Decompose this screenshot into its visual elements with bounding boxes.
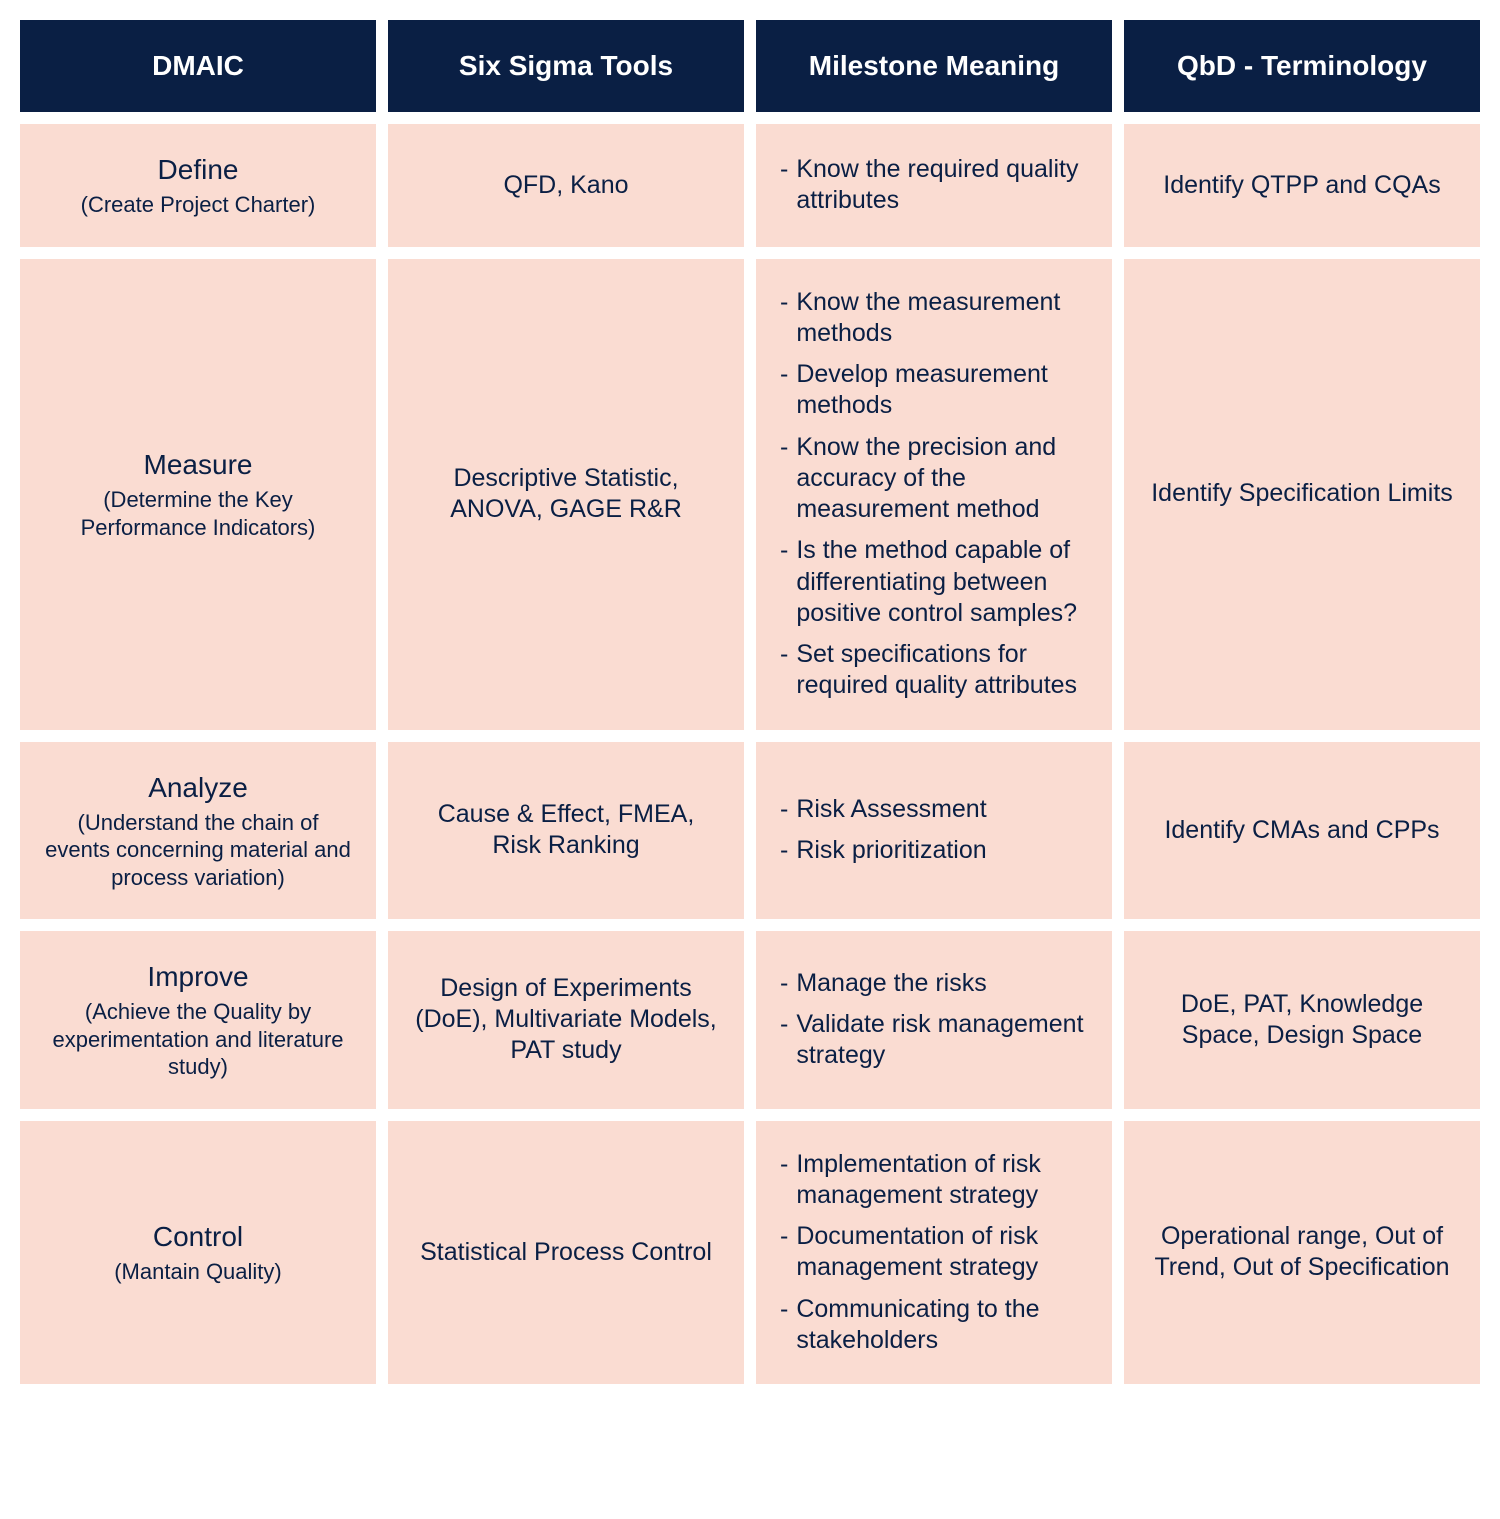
cell-milestone: -Risk Assessment -Risk prioritization [756, 742, 1112, 920]
dmaic-title: Improve [147, 959, 248, 994]
column-header-tools: Six Sigma Tools [388, 20, 744, 112]
cell-dmaic: Analyze (Understand the chain of events … [20, 742, 376, 920]
milestone-item: -Know the measurement methods [780, 287, 1088, 350]
milestone-list: -Manage the risks -Validate risk managem… [780, 968, 1088, 1072]
cell-tools: Descriptive Statistic, ANOVA, GAGE R&R [388, 259, 744, 730]
milestone-item: -Develop measurement methods [780, 359, 1088, 422]
milestone-list: -Know the measurement methods -Develop m… [780, 287, 1088, 702]
milestone-list: -Know the required quality attributes [780, 154, 1088, 217]
dmaic-title: Analyze [148, 770, 248, 805]
cell-milestone: -Know the required quality attributes [756, 124, 1112, 247]
cell-milestone: -Manage the risks -Validate risk managem… [756, 931, 1112, 1109]
dmaic-subtitle: (Determine the Key Performance Indicator… [44, 486, 352, 541]
dmaic-subtitle: (Create Project Charter) [81, 191, 316, 219]
cell-qbd: Identify QTPP and CQAs [1124, 124, 1480, 247]
milestone-item: -Know the precision and accuracy of the … [780, 432, 1088, 526]
dmaic-table: DMAIC Six Sigma Tools Milestone Meaning … [20, 20, 1480, 1384]
dmaic-title: Measure [144, 447, 253, 482]
milestone-item: -Is the method capable of differentiatin… [780, 535, 1088, 629]
milestone-list: -Implementation of risk management strat… [780, 1149, 1088, 1357]
dmaic-title: Define [158, 152, 239, 187]
dmaic-subtitle: (Understand the chain of events concerni… [44, 809, 352, 892]
milestone-item: -Validate risk management strategy [780, 1009, 1088, 1072]
cell-tools: QFD, Kano [388, 124, 744, 247]
cell-milestone: -Implementation of risk management strat… [756, 1121, 1112, 1385]
milestone-item: -Risk Assessment [780, 794, 1088, 825]
cell-qbd: DoE, PAT, Knowledge Space, Design Space [1124, 931, 1480, 1109]
dmaic-subtitle: (Mantain Quality) [114, 1258, 282, 1286]
milestone-item: -Manage the risks [780, 968, 1088, 999]
dmaic-title: Control [153, 1219, 243, 1254]
milestone-item: -Documentation of risk management strate… [780, 1221, 1088, 1284]
milestone-item: -Set specifications for required quality… [780, 639, 1088, 702]
cell-dmaic: Control (Mantain Quality) [20, 1121, 376, 1385]
cell-dmaic: Define (Create Project Charter) [20, 124, 376, 247]
cell-qbd: Operational range, Out of Trend, Out of … [1124, 1121, 1480, 1385]
cell-tools: Cause & Effect, FMEA, Risk Ranking [388, 742, 744, 920]
dmaic-subtitle: (Achieve the Quality by experimentation … [44, 998, 352, 1081]
cell-dmaic: Improve (Achieve the Quality by experime… [20, 931, 376, 1109]
milestone-list: -Risk Assessment -Risk prioritization [780, 794, 1088, 867]
cell-qbd: Identify CMAs and CPPs [1124, 742, 1480, 920]
milestone-item: -Communicating to the stakeholders [780, 1294, 1088, 1357]
cell-tools: Design of Experiments (DoE), Multivariat… [388, 931, 744, 1109]
milestone-item: -Implementation of risk management strat… [780, 1149, 1088, 1212]
milestone-item: -Know the required quality attributes [780, 154, 1088, 217]
cell-qbd: Identify Specification Limits [1124, 259, 1480, 730]
column-header-dmaic: DMAIC [20, 20, 376, 112]
milestone-item: -Risk prioritization [780, 835, 1088, 866]
column-header-qbd: QbD - Terminology [1124, 20, 1480, 112]
cell-milestone: -Know the measurement methods -Develop m… [756, 259, 1112, 730]
cell-tools: Statistical Process Control [388, 1121, 744, 1385]
column-header-milestone: Milestone Meaning [756, 20, 1112, 112]
cell-dmaic: Measure (Determine the Key Performance I… [20, 259, 376, 730]
